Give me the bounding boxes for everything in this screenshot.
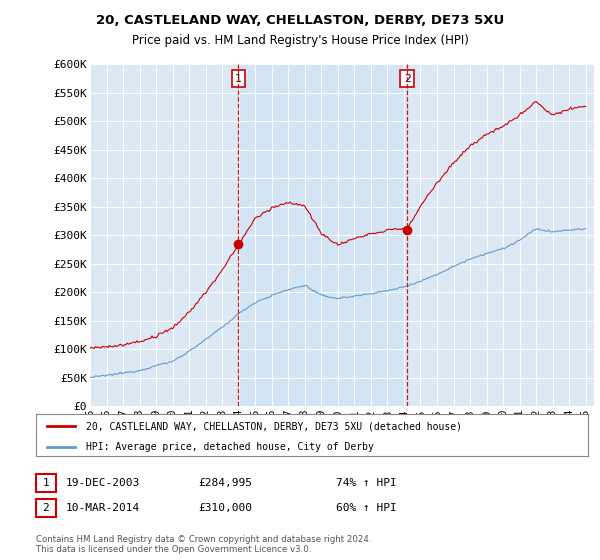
Text: 1: 1 — [43, 478, 49, 488]
Bar — [238, 64, 407, 406]
Text: 20, CASTLELAND WAY, CHELLASTON, DERBY, DE73 5XU: 20, CASTLELAND WAY, CHELLASTON, DERBY, D… — [96, 14, 504, 27]
Text: 10-MAR-2014: 10-MAR-2014 — [66, 503, 140, 513]
Text: Price paid vs. HM Land Registry's House Price Index (HPI): Price paid vs. HM Land Registry's House … — [131, 34, 469, 46]
Text: 20, CASTLELAND WAY, CHELLASTON, DERBY, DE73 5XU (detached house): 20, CASTLELAND WAY, CHELLASTON, DERBY, D… — [86, 421, 461, 431]
Text: £310,000: £310,000 — [198, 503, 252, 513]
Text: 1: 1 — [235, 73, 242, 83]
Text: 60% ↑ HPI: 60% ↑ HPI — [336, 503, 397, 513]
Text: 74% ↑ HPI: 74% ↑ HPI — [336, 478, 397, 488]
Text: 2: 2 — [43, 503, 49, 513]
Text: 19-DEC-2003: 19-DEC-2003 — [66, 478, 140, 488]
Text: Contains HM Land Registry data © Crown copyright and database right 2024.
This d: Contains HM Land Registry data © Crown c… — [36, 535, 371, 554]
Text: HPI: Average price, detached house, City of Derby: HPI: Average price, detached house, City… — [86, 442, 374, 452]
Text: 2: 2 — [404, 73, 410, 83]
Text: £284,995: £284,995 — [198, 478, 252, 488]
